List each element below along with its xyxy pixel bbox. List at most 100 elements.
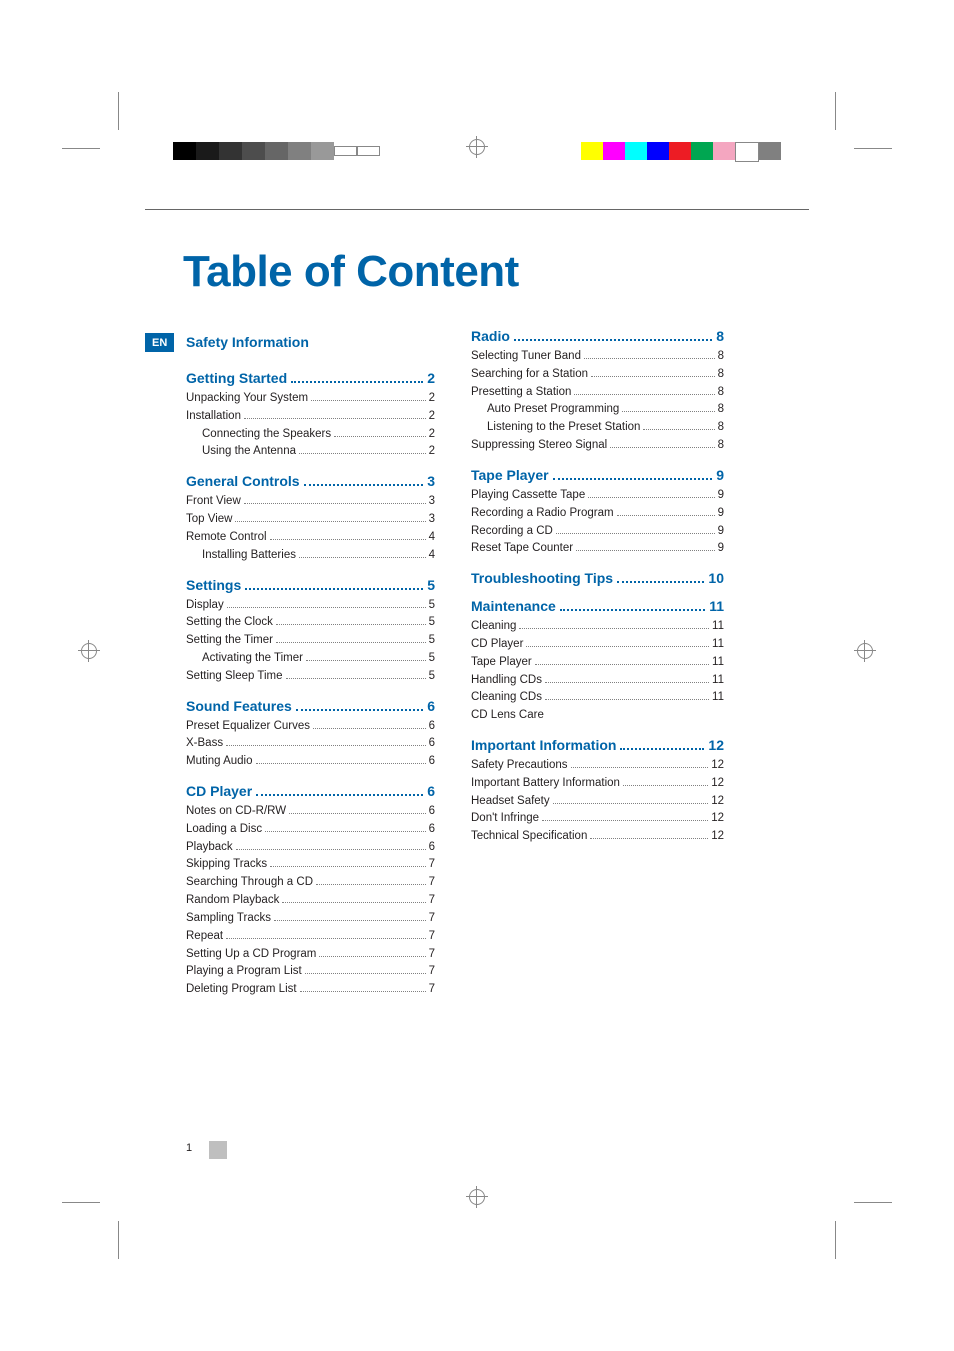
toc-entry-label: Muting Audio [186,753,253,771]
toc-entry-page: 8 [718,366,724,384]
toc-entry-label: Reset Tape Counter [471,540,573,558]
toc-entry: Technical Specification12 [471,828,724,846]
toc-entry: Searching for a Station8 [471,366,724,384]
toc-entry-page: 12 [711,775,724,793]
toc-section-header: Maintenance 11 [471,598,724,614]
toc-entry-label: Repeat [186,928,223,946]
toc-entry-label: X-Bass [186,735,223,753]
toc-section-header: General Controls3 [186,473,435,489]
toc-section-page: 10 [708,570,724,586]
toc-entry-label: Front View [186,493,241,511]
toc-entry-page: 3 [429,511,435,529]
toc-section-title: Radio [471,328,510,344]
toc-entry: Playback 6 [186,839,435,857]
toc-section-header: Radio8 [471,328,724,344]
toc-entry: Searching Through a CD 7 [186,874,435,892]
toc-section-page: 2 [427,370,435,386]
toc-entry-label: Recording a CD [471,523,553,541]
toc-entry-page: 7 [429,892,435,910]
toc-section-title: Getting Started [186,370,287,386]
toc-entry-page: 5 [429,614,435,632]
safety-information-header: Safety Information [186,334,309,350]
toc-entry: Repeat7 [186,928,435,946]
toc-section-title: Sound Features [186,698,292,714]
toc-entry-label: Setting Sleep Time [186,668,283,686]
toc-entry-page: 4 [429,547,435,565]
toc-entry-label: Setting the Timer [186,632,273,650]
toc-entry: Remote Control4 [186,529,435,547]
toc-entry-page: 6 [429,821,435,839]
toc-entry-page: 9 [718,523,724,541]
toc-columns: Getting Started2Unpacking Your System2In… [186,370,724,999]
toc-column-left: Getting Started2Unpacking Your System2In… [186,370,435,999]
toc-entry-page: 2 [429,426,435,444]
toc-entry-page: 2 [429,408,435,426]
toc-entry-label: Display [186,597,224,615]
toc-entry-page: 5 [429,597,435,615]
toc-section-header: Important Information12 [471,737,724,753]
toc-entry-label: Auto Preset Programming [487,401,619,419]
toc-section-page: 5 [427,577,435,593]
toc-entry-label: Setting the Clock [186,614,273,632]
toc-entry-page: 7 [429,874,435,892]
toc-entry-page: 8 [718,384,724,402]
page-title: Table of Content [183,247,519,297]
toc-entry-label: Searching Through a CD [186,874,313,892]
toc-entry-label: Don't Infringe [471,810,539,828]
toc-entry: Using the Antenna2 [186,443,435,461]
toc-section-header: Troubleshooting Tips 10 [471,570,724,586]
toc-entry-label: Playback [186,839,233,857]
toc-entry: Preset Equalizer Curves6 [186,718,435,736]
toc-entry-label: Handling CDs [471,672,542,690]
toc-section-page: 11 [709,598,724,614]
toc-entry-page: 6 [429,735,435,753]
toc-entry-label: Setting Up a CD Program [186,946,316,964]
toc-entry: Installation2 [186,408,435,426]
toc-entry-label: Activating the Timer [202,650,303,668]
page-number: 1 [186,1142,192,1154]
toc-section-page: 9 [716,467,724,483]
toc-entry: Presetting a Station 8 [471,384,724,402]
toc-entry-label: Playing a Program List [186,963,302,981]
toc-entry: Front View3 [186,493,435,511]
toc-section-title: Settings [186,577,241,593]
toc-entry: Cleaning11 [471,618,724,636]
registration-mark-bottom [468,1188,486,1206]
toc-entry: Recording a CD 9 [471,523,724,541]
toc-section-title: Maintenance [471,598,556,614]
toc-section-title: CD Player [186,783,252,799]
toc-entry: Suppressing Stereo Signal8 [471,437,724,455]
toc-entry-label: Presetting a Station [471,384,571,402]
color-calibration-bar [581,142,781,160]
toc-entry: Selecting Tuner Band8 [471,348,724,366]
document-page: Table of Content EN Safety Information G… [0,0,954,1351]
toc-entry-page: 6 [429,839,435,857]
toc-entry: Headset Safety12 [471,793,724,811]
toc-entry: Listening to the Preset Station8 [471,419,724,437]
toc-entry-label: Tape Player [471,654,532,672]
toc-entry-label: Safety Precautions [471,757,568,775]
toc-section-header: Settings 5 [186,577,435,593]
toc-entry-label: Connecting the Speakers [202,426,331,444]
toc-section-title: Troubleshooting Tips [471,570,613,586]
language-badge: EN [145,333,174,352]
toc-entry-label: Notes on CD-R/RW [186,803,286,821]
registration-mark-right [856,642,874,660]
toc-entry-page: 11 [712,654,724,672]
toc-section-title: Tape Player [471,467,549,483]
toc-entry: Activating the Timer5 [186,650,435,668]
toc-entry: Safety Precautions12 [471,757,724,775]
toc-entry-page: 8 [718,437,724,455]
toc-entry-page: 9 [718,540,724,558]
toc-section-page: 6 [427,783,435,799]
toc-entry: Tape Player 11 [471,654,724,672]
toc-entry-page: 7 [429,946,435,964]
toc-entry-label: Important Battery Information [471,775,620,793]
toc-entry: Unpacking Your System2 [186,390,435,408]
toc-entry-page: 5 [429,668,435,686]
toc-entry: Setting the Timer5 [186,632,435,650]
toc-entry-page: 6 [429,753,435,771]
toc-entry-page: 7 [429,963,435,981]
toc-entry-label: Recording a Radio Program [471,505,614,523]
registration-mark-top [468,138,486,156]
